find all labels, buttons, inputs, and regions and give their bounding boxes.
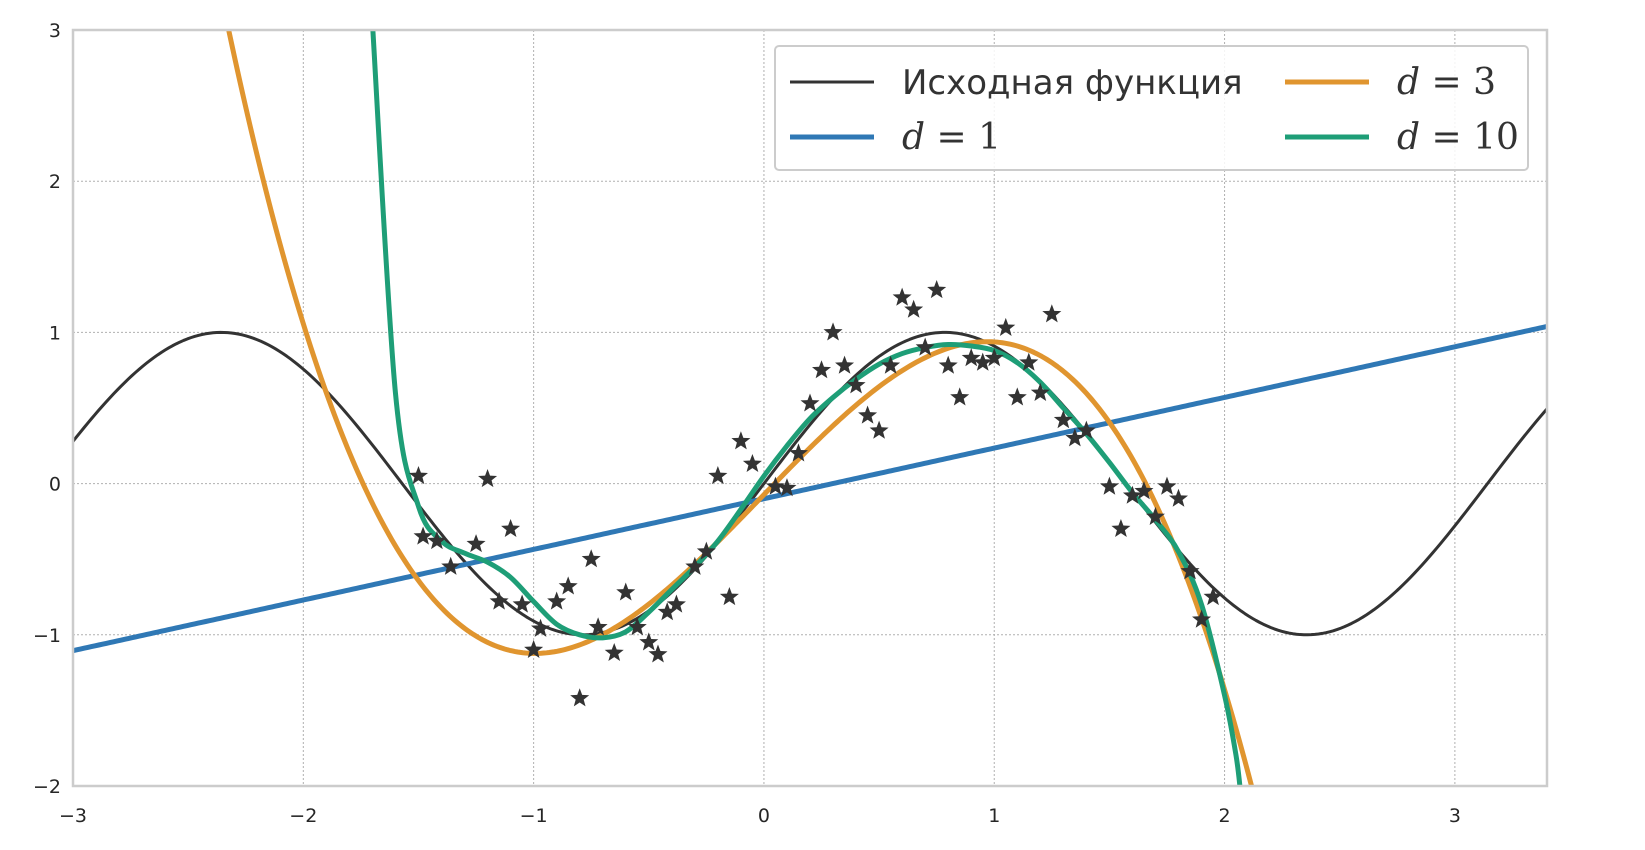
- scatter-point: [1076, 420, 1096, 439]
- scatter-point: [524, 639, 544, 659]
- scatter-point: [1180, 561, 1200, 580]
- scatter-point: [489, 591, 509, 610]
- scatter-point: [478, 469, 498, 488]
- scatter-point: [685, 556, 705, 575]
- scatter-point: [657, 602, 677, 621]
- series-layer: [73, 30, 1547, 786]
- scatter-point: [1203, 587, 1223, 606]
- scatter-point: [570, 688, 590, 707]
- x-axis-ticks: −3 −2 −1 0 1 2 3: [59, 805, 1461, 827]
- plot-frame: [71, 28, 1549, 788]
- scatter-point: [441, 556, 461, 575]
- y-tick-label: 2: [49, 171, 61, 193]
- scatter-point: [731, 431, 751, 450]
- scatter-point: [581, 549, 601, 568]
- x-tick-label: 0: [758, 805, 770, 827]
- legend-label-1: d = 1: [902, 117, 1001, 158]
- scatter-point: [588, 617, 608, 636]
- scatter-point: [938, 355, 958, 374]
- y-tick-label: −1: [33, 625, 61, 647]
- scatter-point: [1168, 488, 1189, 507]
- scatter-point: [466, 534, 486, 553]
- scatter-point: [927, 280, 947, 299]
- scatter-point: [604, 642, 624, 662]
- scatter-point: [1007, 387, 1027, 406]
- scatter-point: [1122, 485, 1142, 504]
- x-tick-label: −2: [289, 805, 317, 827]
- legend-label-2: d = 3: [1397, 62, 1496, 103]
- legend-label-0: Исходная функция: [902, 63, 1243, 103]
- scatter-point: [666, 594, 686, 613]
- scatter-point: [996, 317, 1016, 336]
- scatter-point: [869, 420, 889, 439]
- y-axis-ticks: −2 −1 0 1 2 3: [33, 20, 61, 798]
- scatter-point: [1030, 382, 1050, 401]
- scatter-point: [427, 531, 447, 550]
- y-tick-label: 0: [49, 474, 61, 496]
- scatter-point: [892, 287, 912, 306]
- scatter-point: [973, 352, 993, 371]
- scatter-point: [823, 322, 843, 341]
- scatter-point: [858, 405, 878, 424]
- y-tick-label: 3: [49, 20, 61, 42]
- scatter-point: [547, 591, 567, 610]
- legend-label-3: d = 10: [1397, 117, 1519, 158]
- scatter-point: [950, 387, 970, 406]
- scatter-point: [501, 518, 521, 538]
- scatter-point: [742, 453, 762, 473]
- scatter-point: [984, 348, 1004, 367]
- scatter-point: [812, 360, 832, 379]
- legend: Исходная функция d = 1 d = 3 d = 10: [774, 45, 1529, 171]
- x-tick-label: 1: [988, 805, 1000, 827]
- scatter-point: [961, 348, 981, 367]
- scatter-point: [719, 587, 739, 606]
- scatter-point: [835, 355, 855, 374]
- scatter-point: [1157, 476, 1177, 495]
- scatter-point: [408, 466, 428, 485]
- scatter-point: [915, 337, 935, 356]
- scatter-point: [800, 393, 820, 412]
- scatter-point: [1134, 481, 1154, 500]
- series-line-0: [73, 330, 1547, 637]
- scatter-point: [413, 526, 433, 545]
- scatter-point: [777, 478, 797, 497]
- scatter-point: [1019, 352, 1039, 371]
- scatter-point: [1042, 304, 1062, 323]
- scatter-point: [881, 355, 901, 374]
- scatter-point: [531, 618, 551, 637]
- series-line-2: [226, 30, 1255, 786]
- x-tick-label: 2: [1219, 805, 1231, 827]
- scatter-point: [1192, 609, 1212, 628]
- scatter-point: [788, 443, 808, 462]
- scatter-point: [648, 644, 668, 663]
- x-tick-label: 3: [1449, 805, 1461, 827]
- scatter-point: [1111, 518, 1131, 538]
- scatter-point: [708, 466, 728, 485]
- scatter-point: [696, 541, 716, 560]
- scatter-point: [765, 476, 785, 495]
- scatter-layer: [408, 280, 1223, 707]
- scatter-point: [904, 299, 924, 318]
- series-line-3: [370, 30, 1243, 786]
- series-line-1: [73, 324, 1547, 654]
- scatter-point: [512, 594, 532, 613]
- scatter-point: [846, 375, 866, 394]
- scatter-point: [616, 582, 636, 601]
- y-tick-label: −2: [33, 776, 61, 798]
- scatter-point: [1099, 476, 1119, 495]
- scatter-point: [558, 576, 578, 595]
- scatter-point: [1065, 428, 1085, 447]
- scatter-point: [1145, 506, 1165, 525]
- scatter-point: [639, 632, 659, 651]
- x-tick-label: −3: [59, 805, 87, 827]
- y-tick-label: 1: [49, 322, 61, 344]
- scatter-point: [627, 617, 647, 636]
- x-tick-label: −1: [520, 805, 548, 827]
- scatter-point: [1053, 410, 1073, 429]
